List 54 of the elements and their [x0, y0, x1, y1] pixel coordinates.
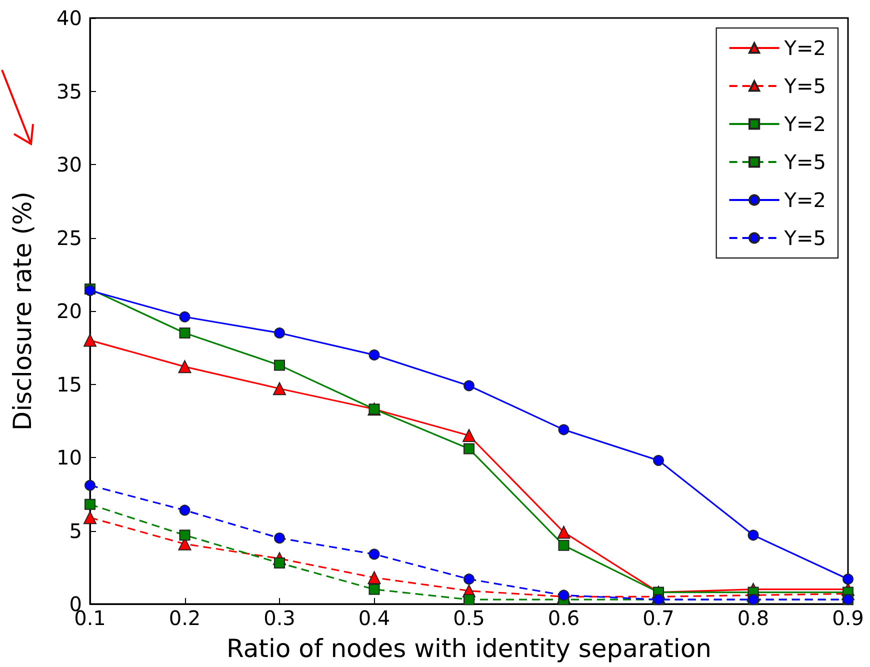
point	[558, 590, 570, 601]
point	[842, 574, 854, 585]
point	[464, 594, 474, 606]
legend-label: Y=5	[783, 150, 826, 174]
point	[748, 530, 759, 541]
point	[368, 349, 380, 360]
point	[274, 327, 285, 338]
legend-label: Y=2	[783, 112, 826, 136]
point	[464, 574, 474, 585]
point	[464, 380, 474, 392]
y-tick-label: 35	[56, 79, 82, 104]
y-tick-label: 20	[56, 299, 82, 323]
point	[462, 429, 476, 442]
point	[84, 480, 96, 491]
x-tick-label: 0.8	[737, 606, 770, 630]
point	[179, 530, 190, 541]
x-tick-label: 0.9	[832, 606, 864, 630]
y-tick-label: 40	[56, 6, 82, 30]
point	[274, 360, 285, 371]
point	[464, 443, 474, 454]
point	[368, 584, 380, 595]
x-tick-label: 0.2	[168, 606, 201, 630]
point	[84, 498, 96, 510]
x-axis-title: Ratio of nodes with identity separation	[226, 634, 712, 663]
point	[558, 424, 570, 436]
point	[84, 511, 96, 524]
x-tick-label: 0.5	[453, 606, 485, 630]
point	[274, 557, 285, 568]
y-tick-label: 25	[56, 226, 82, 250]
point	[178, 360, 192, 374]
point	[368, 571, 381, 584]
point	[653, 454, 664, 466]
y-tick-label: 30	[56, 152, 82, 176]
point	[274, 532, 285, 544]
point	[179, 504, 190, 516]
point	[179, 327, 190, 338]
legend-label: Y=2	[783, 188, 826, 212]
point	[179, 311, 190, 322]
legend-label: Y=5	[783, 226, 826, 250]
x-tick-label: 0.7	[642, 606, 674, 630]
y-tick-label: 10	[56, 446, 82, 470]
legend-label: Y=2	[783, 36, 826, 60]
y-tick-label: 5	[69, 518, 82, 543]
legend-label: Y=5	[783, 74, 826, 98]
point	[557, 526, 570, 539]
point	[84, 334, 96, 347]
point	[273, 382, 286, 396]
y-axis-title: Disclosure rate (%)	[8, 191, 37, 431]
x-tick-label: 0.4	[358, 606, 390, 630]
point	[368, 548, 380, 560]
y-tick-label: 15	[56, 372, 82, 396]
point	[558, 540, 570, 551]
x-tick-label: 0.3	[264, 606, 296, 630]
x-tick-label: 0.6	[548, 606, 580, 630]
